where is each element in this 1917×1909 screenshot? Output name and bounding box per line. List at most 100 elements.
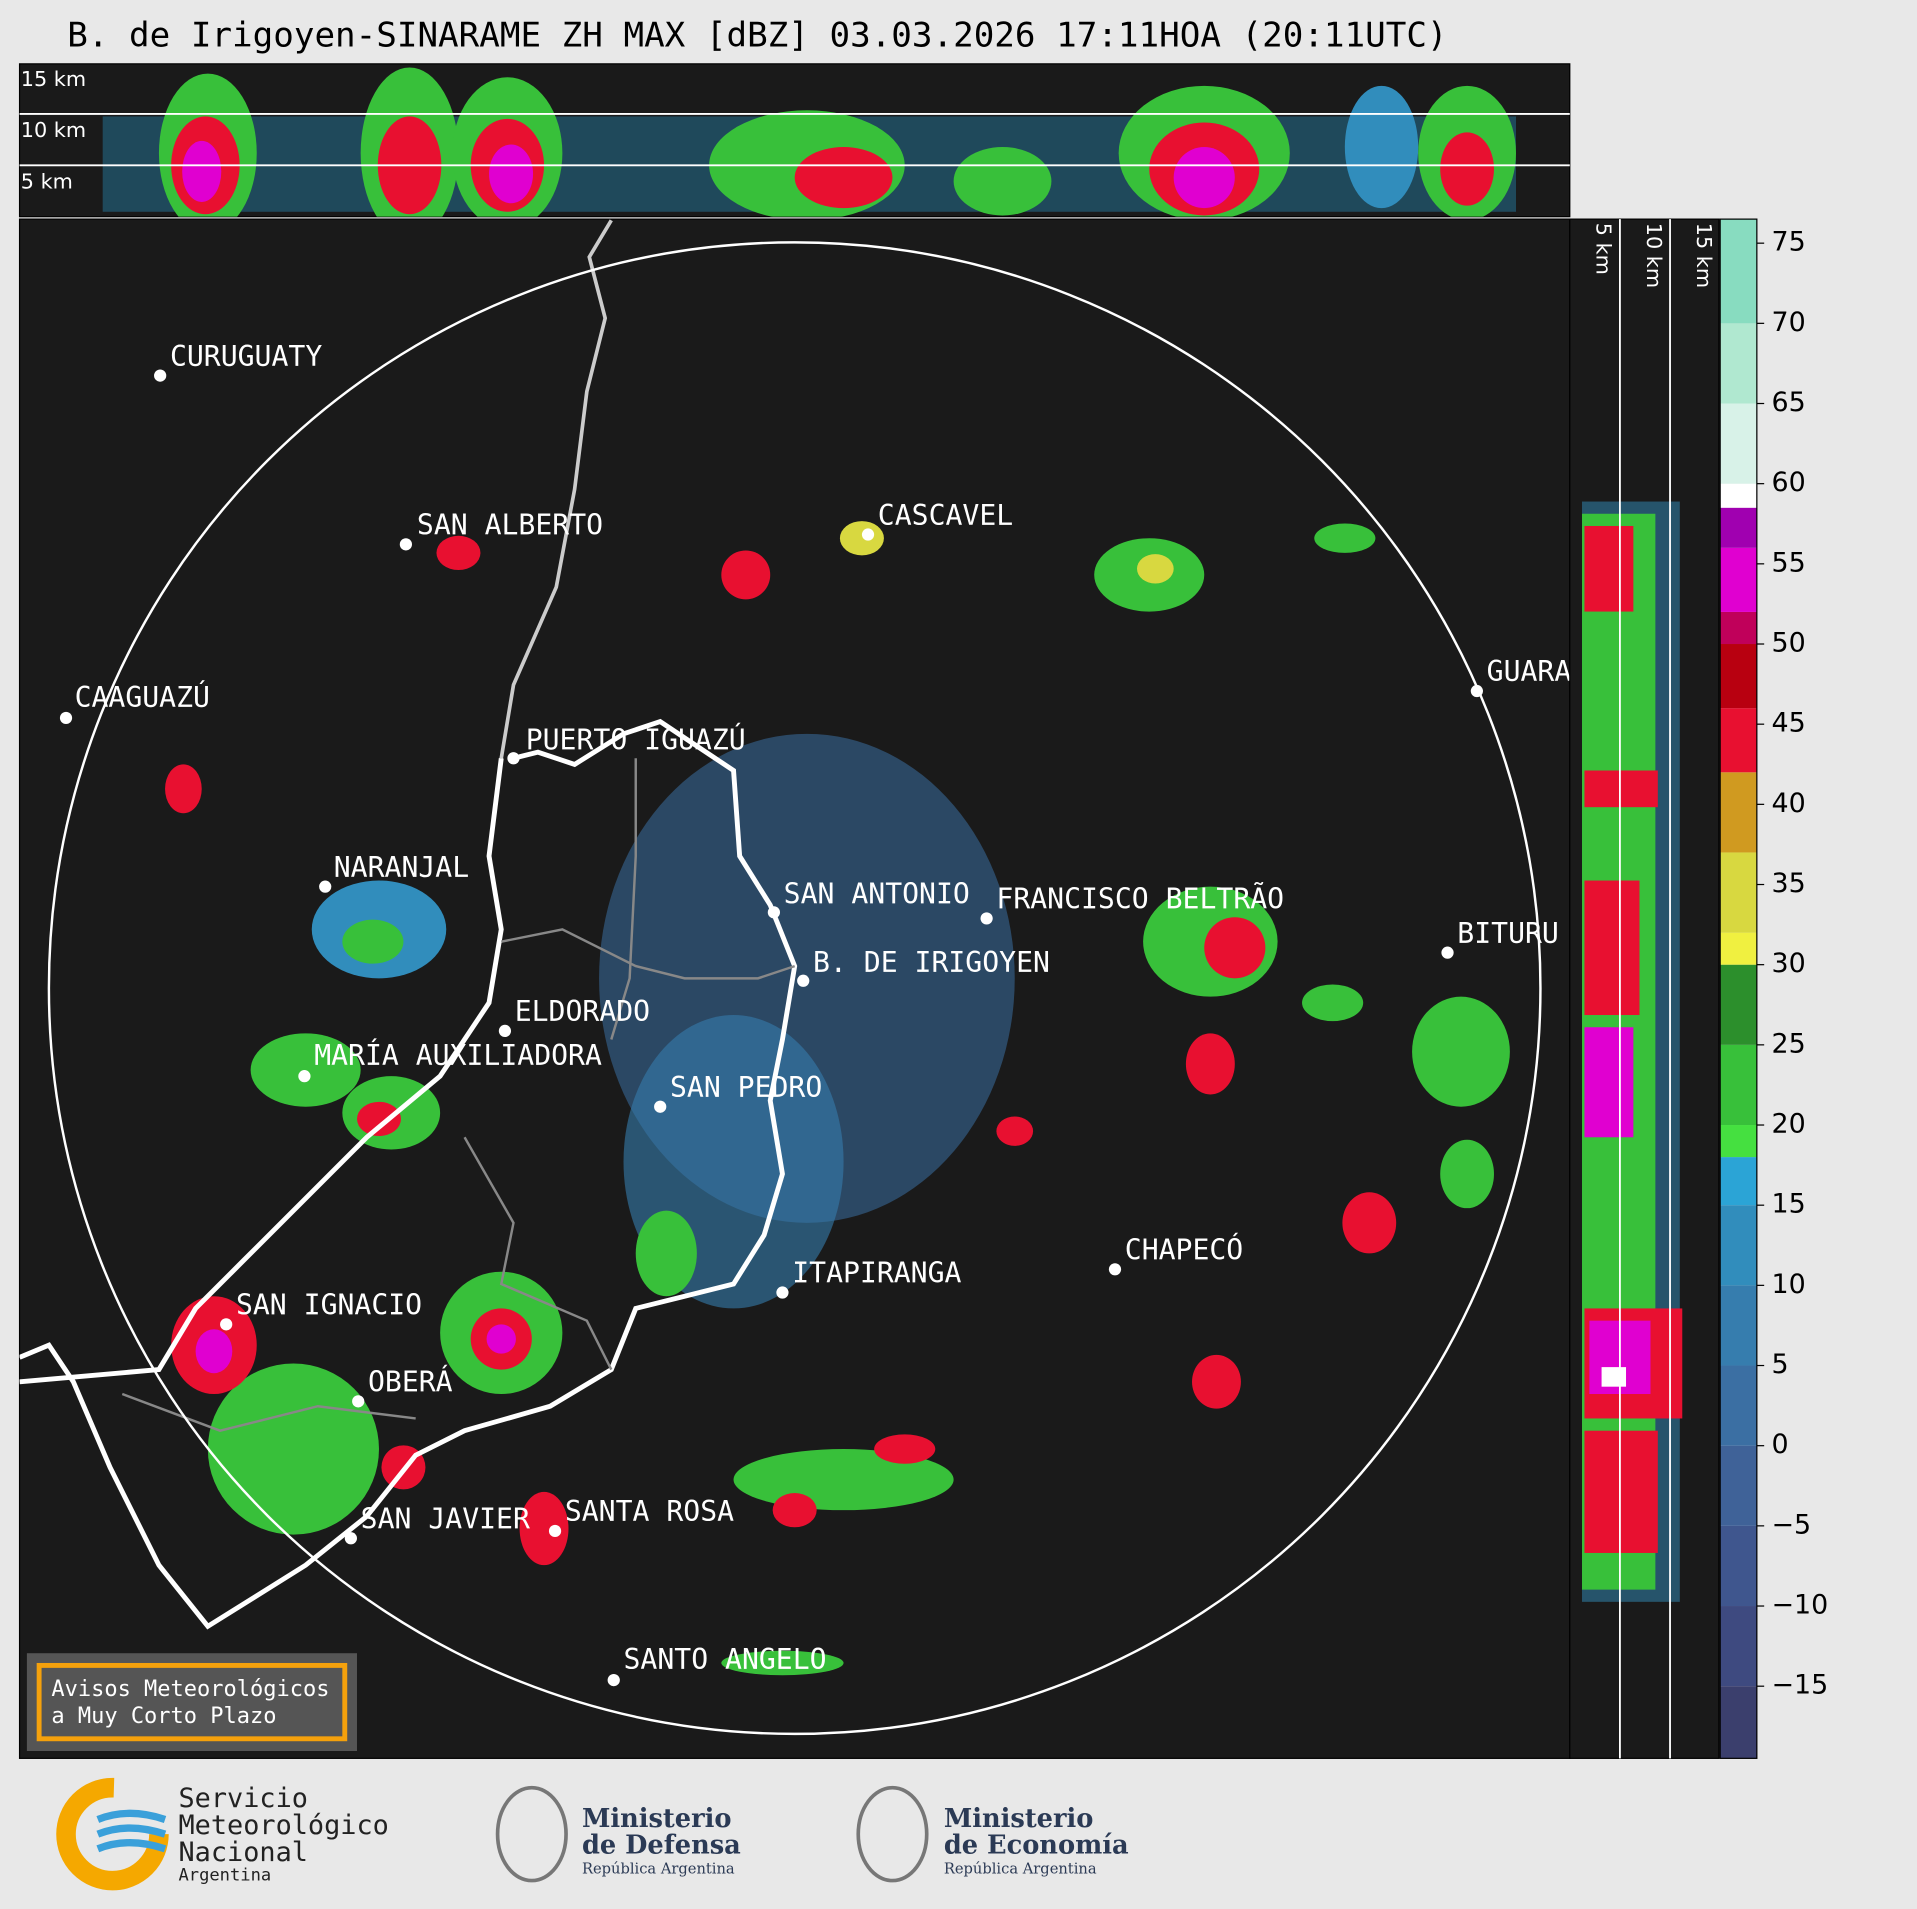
colorbar-frame xyxy=(1719,218,1758,1759)
city-label: FRANCISCO BELTRÃO xyxy=(996,883,1284,916)
city-dot xyxy=(607,1673,620,1687)
colorbar-band xyxy=(1720,772,1757,853)
colorbar-tick-label: 30 xyxy=(1772,948,1806,979)
colorbar-band xyxy=(1720,611,1757,645)
logo-text: de Economía xyxy=(944,1831,1129,1861)
top-panel: 15 km 10 km 5 km xyxy=(18,63,1571,218)
city-dot xyxy=(220,1318,233,1331)
colorbar-band xyxy=(1720,507,1757,548)
warning-box: Avisos Meteorológicos a Muy Corto Plazo xyxy=(26,1653,357,1752)
colorbar-band xyxy=(1720,708,1757,773)
city-label: OBERÁ xyxy=(368,1365,453,1399)
map-panel: CURUGUATY SAN ALBERTO CASCAVEL CAAGUAZÚ GUAR… xyxy=(18,218,1572,1759)
city-dot xyxy=(1441,946,1454,959)
colorbar-tick-label: 0 xyxy=(1772,1429,1789,1460)
height-label: 10 km xyxy=(21,118,86,142)
colorbar-band xyxy=(1720,1205,1757,1286)
cities: CURUGUATY SAN ALBERTO CASCAVEL CAAGUAZÚ GUAR… xyxy=(59,340,1572,1687)
range-ring xyxy=(47,241,1542,1736)
city-label: SANTO ANGELO xyxy=(624,1643,827,1676)
city-label: B. DE IRIGOYEN xyxy=(813,946,1050,979)
side-height-label: 15 km xyxy=(1692,223,1716,288)
colorbar-band xyxy=(1720,323,1757,404)
city-label: CAAGUAZÚ xyxy=(75,680,210,714)
city-label: PUERTO IGUAZÚ xyxy=(526,723,746,757)
city-dot xyxy=(498,1024,512,1038)
colorbar-tick-label: 70 xyxy=(1772,307,1806,338)
city-dot xyxy=(154,369,167,382)
city-label: SAN PEDRO xyxy=(670,1071,822,1104)
colorbar-band xyxy=(1720,964,1757,1045)
colorbar-band xyxy=(1720,1686,1757,1759)
city-label: SAN ALBERTO xyxy=(417,509,603,542)
city-label: SANTA ROSA xyxy=(565,1495,734,1528)
city-label: GUARA xyxy=(1487,655,1572,688)
top-echoes xyxy=(102,67,1516,217)
logo-text: Ministerio xyxy=(944,1804,1094,1834)
logo-text: de Defensa xyxy=(582,1831,741,1861)
city-dot xyxy=(399,538,413,551)
colorbar-tick-label: 35 xyxy=(1772,868,1806,899)
city-dot xyxy=(344,1532,357,1545)
city-dot xyxy=(59,711,73,725)
colorbar-tick-label: 20 xyxy=(1772,1109,1806,1140)
colorbar-band xyxy=(1720,1606,1757,1687)
city-dot xyxy=(654,1100,667,1113)
city-dot xyxy=(352,1395,365,1408)
side-panel: 5 km 10 km 15 km xyxy=(1569,218,1720,1759)
city-dot xyxy=(767,906,781,919)
city-label: NARANJAL xyxy=(334,851,469,884)
warning-text: Avisos Meteorológicos xyxy=(51,1677,329,1702)
colorbar-band xyxy=(1720,1445,1757,1526)
colorbar-tick-label: 40 xyxy=(1772,788,1806,819)
city-dot xyxy=(776,1286,789,1299)
city-label: CHAPECÓ xyxy=(1125,1233,1243,1267)
colorbar-band xyxy=(1720,1044,1757,1126)
colorbar-band xyxy=(1720,932,1757,965)
colorbar-band xyxy=(1720,219,1757,324)
colorbar-tick-label: 65 xyxy=(1772,387,1806,418)
colorbar-tick-label: 5 xyxy=(1772,1349,1789,1380)
height-label: 15 km xyxy=(21,67,86,91)
logo-text: Argentina xyxy=(178,1866,271,1886)
city-label: CASCAVEL xyxy=(878,499,1013,532)
city-label: ITAPIRANGA xyxy=(792,1257,961,1290)
colorbar-band xyxy=(1720,1525,1757,1607)
colorbar-band xyxy=(1720,1125,1757,1158)
colorbar-tick-label: 25 xyxy=(1772,1028,1806,1059)
city-label: ELDORADO xyxy=(515,995,650,1028)
colorbar-band xyxy=(1720,644,1757,709)
colorbar-band xyxy=(1720,483,1757,508)
colorbar-tick-label: 50 xyxy=(1772,628,1806,659)
city-dot xyxy=(319,880,332,893)
city-dot xyxy=(980,912,993,925)
colorbar-band xyxy=(1720,547,1757,612)
city-dot xyxy=(1108,1263,1122,1276)
colorbar-tick-label: −15 xyxy=(1772,1670,1829,1701)
city-dot xyxy=(1470,684,1483,698)
logo-text: Ministerio xyxy=(582,1804,732,1834)
warning-text: a Muy Corto Plazo xyxy=(51,1704,276,1729)
colorbar-tick-label: −5 xyxy=(1772,1509,1812,1540)
colorbar-band xyxy=(1720,852,1757,933)
colorbar-tick-label: 75 xyxy=(1772,227,1806,258)
colorbar-tick-label: 60 xyxy=(1772,467,1806,498)
colorbar-band xyxy=(1720,1285,1757,1366)
city-dot xyxy=(861,528,875,541)
height-label: 5 km xyxy=(21,170,73,194)
city-dot xyxy=(797,974,810,987)
city-label: MARÍA AUXILIADORA xyxy=(314,1038,602,1072)
side-height-label: 5 km xyxy=(1592,223,1616,275)
colorbar-band xyxy=(1720,1365,1757,1446)
city-label: CURUGUATY xyxy=(170,340,322,373)
colorbar-tick-label: 10 xyxy=(1772,1269,1806,1300)
colorbar-tick-label: −10 xyxy=(1772,1590,1829,1621)
colorbar-tick-label: 55 xyxy=(1772,547,1806,578)
city-label: SAN ANTONIO xyxy=(784,878,970,911)
city-label: SAN JAVIER xyxy=(361,1502,530,1535)
logo-text: República Argentina xyxy=(582,1860,735,1877)
colorbar-band xyxy=(1720,1157,1757,1206)
city-dot xyxy=(548,1524,562,1538)
